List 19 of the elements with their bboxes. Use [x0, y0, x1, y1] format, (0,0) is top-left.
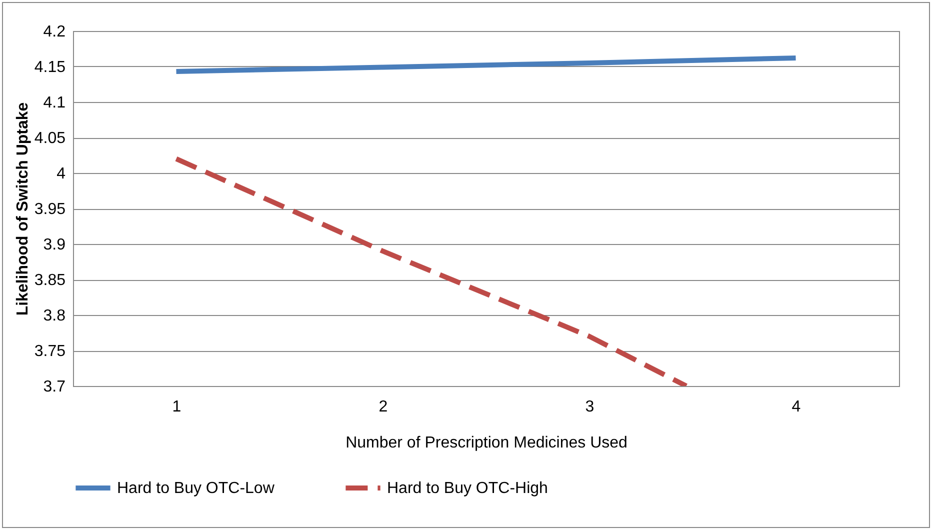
- y-tick-label: 3.95: [34, 201, 66, 218]
- legend-label: Hard to Buy OTC-Low: [117, 480, 275, 497]
- y-tick-label: 3.9: [43, 236, 66, 254]
- x-tick-label: 2: [378, 398, 388, 416]
- y-tick-label: 4.1: [43, 94, 66, 112]
- y-tick-label: 4.15: [34, 59, 66, 76]
- y-axis-title: Likelihood of Switch Uptake: [14, 102, 32, 316]
- y-tick-label: 3.75: [34, 343, 66, 360]
- x-tick-label: 3: [585, 398, 594, 416]
- x-axis-title: Number of Prescription Medicines Used: [346, 434, 628, 452]
- y-tick-label: 3.8: [43, 308, 66, 324]
- x-tick-label: 4: [792, 398, 801, 416]
- y-tick-label: 3.85: [34, 272, 66, 289]
- y-tick-label: 4.2: [43, 24, 66, 40]
- y-tick-label: 3.7: [43, 378, 66, 396]
- y-tick-label: 4: [56, 166, 66, 182]
- x-tick-label: 1: [172, 398, 182, 416]
- legend-label: Hard to Buy OTC-High: [387, 480, 548, 497]
- y-tick-label: 4.05: [34, 130, 66, 147]
